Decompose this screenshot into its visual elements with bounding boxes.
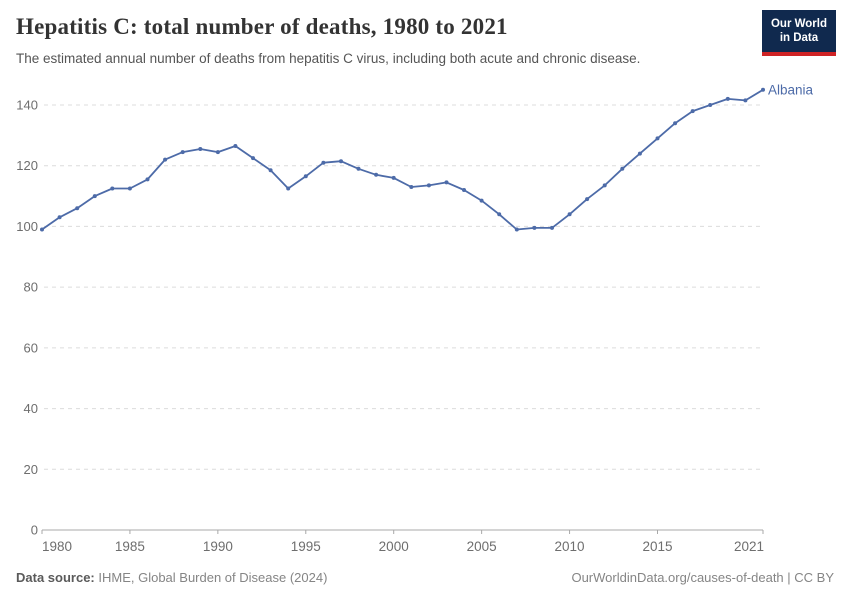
x-tick-label: 2005: [467, 539, 497, 554]
data-point[interactable]: [163, 157, 168, 162]
data-point[interactable]: [40, 227, 44, 232]
data-point[interactable]: [145, 177, 150, 182]
data-point[interactable]: [92, 194, 97, 199]
data-point[interactable]: [462, 188, 466, 192]
y-tick-label: 40: [24, 401, 38, 416]
y-tick-label: 120: [16, 158, 38, 173]
license-credit: OurWorldinData.org/causes-of-death | CC …: [571, 570, 834, 585]
chart-footer: Data source: IHME, Global Burden of Dise…: [16, 570, 834, 588]
y-tick-label: 60: [24, 340, 38, 355]
data-point[interactable]: [655, 136, 660, 141]
data-point[interactable]: [637, 151, 642, 156]
owid-logo-line1: Our World: [770, 18, 827, 30]
data-point[interactable]: [567, 212, 572, 217]
trend-line: [41, 89, 764, 231]
data-point[interactable]: [127, 186, 132, 191]
data-point[interactable]: [233, 144, 238, 148]
data-point[interactable]: [215, 150, 220, 155]
data-source-text: IHME, Global Burden of Disease (2024): [94, 570, 328, 585]
x-tick-label: 1985: [115, 539, 145, 554]
x-tick-label: 2010: [555, 539, 585, 554]
y-tick-label: 140: [16, 98, 38, 113]
data-point[interactable]: [268, 168, 273, 173]
data-source-label: Data source:: [16, 570, 95, 585]
data-point[interactable]: [497, 212, 502, 217]
data-point[interactable]: [708, 103, 713, 107]
data-point[interactable]: [602, 183, 607, 188]
data-point[interactable]: [198, 147, 203, 151]
data-point[interactable]: [409, 185, 414, 189]
data-point[interactable]: [321, 160, 326, 165]
data-point[interactable]: [514, 227, 519, 232]
x-tick-label: 2021: [734, 539, 764, 554]
data-point[interactable]: [426, 183, 431, 188]
data-point[interactable]: [673, 121, 678, 126]
data-point[interactable]: [550, 225, 554, 230]
data-point[interactable]: [690, 109, 695, 114]
data-source-note: Data source: IHME, Global Burden of Dise…: [16, 570, 327, 588]
x-tick-label: 2015: [642, 539, 672, 554]
chart-subtitle: The estimated annual number of deaths fr…: [16, 51, 641, 66]
x-tick-label: 1980: [42, 539, 72, 554]
data-point[interactable]: [110, 186, 115, 191]
data-point[interactable]: [57, 215, 62, 220]
data-point[interactable]: [251, 156, 255, 161]
entity-label[interactable]: Albania: [768, 82, 814, 97]
data-point[interactable]: [725, 96, 730, 101]
data-point[interactable]: [339, 159, 343, 164]
data-point[interactable]: [743, 98, 748, 103]
owid-logo[interactable]: Our World in Data: [761, 10, 836, 56]
data-point[interactable]: [180, 150, 185, 155]
y-tick-label: 0: [31, 523, 38, 538]
page-title: Hepatitis C: total number of deaths, 198…: [16, 14, 508, 39]
x-tick-label: 1995: [291, 539, 321, 554]
data-point[interactable]: [391, 175, 396, 180]
data-point[interactable]: [75, 206, 80, 211]
data-point[interactable]: [356, 166, 361, 171]
data-point[interactable]: [479, 198, 484, 203]
owid-logo-line2: in Data: [779, 32, 819, 45]
y-tick-label: 20: [24, 462, 38, 477]
data-point[interactable]: [303, 174, 308, 179]
x-tick-label: 2000: [379, 539, 409, 554]
data-point[interactable]: [620, 166, 625, 171]
y-tick-label: 80: [24, 280, 38, 295]
data-point[interactable]: [585, 197, 590, 202]
x-tick-label: 1990: [203, 539, 233, 554]
data-point[interactable]: [532, 225, 537, 230]
data-point[interactable]: [286, 186, 291, 191]
data-point[interactable]: [444, 180, 449, 185]
data-point[interactable]: [374, 172, 379, 177]
y-tick-label: 100: [16, 219, 38, 234]
data-point[interactable]: [761, 87, 765, 92]
